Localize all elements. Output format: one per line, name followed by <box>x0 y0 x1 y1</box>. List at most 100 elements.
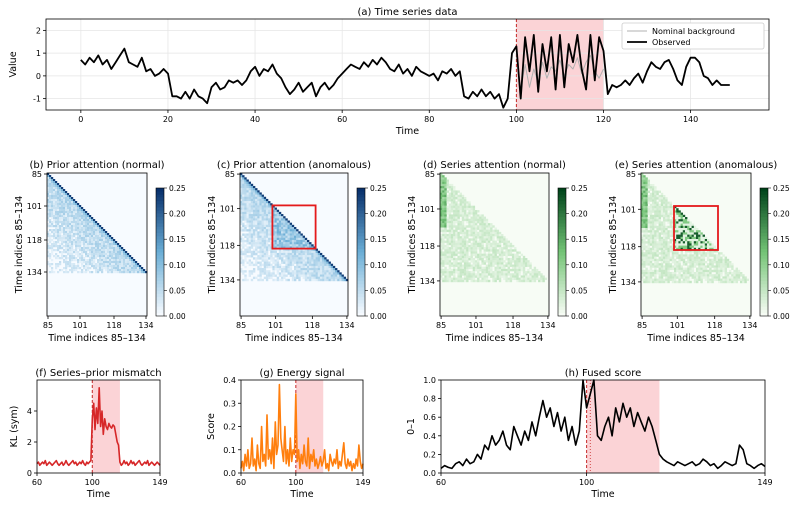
heatmap-cell <box>461 238 465 241</box>
heatmap-cell <box>248 231 251 234</box>
heatmap-cell <box>477 253 480 257</box>
heatmap-cell <box>75 211 78 214</box>
heatmap-cell <box>294 268 297 271</box>
heatmap-cell <box>315 274 318 277</box>
heatmap-cell <box>121 249 124 252</box>
heatmap-cell <box>73 223 76 226</box>
heatmap-cell <box>463 227 467 230</box>
heatmap-cell <box>250 235 254 238</box>
heatmap-cell <box>453 244 456 248</box>
colorbar-step <box>558 312 566 317</box>
heatmap-cell <box>507 279 510 283</box>
heatmap-cell <box>487 262 491 265</box>
heatmap-cell <box>306 244 310 247</box>
heatmap-cell <box>281 274 284 277</box>
heatmap-cell <box>93 237 96 240</box>
heatmap-cell <box>265 257 269 260</box>
heatmap-cell <box>285 246 288 249</box>
heatmap-cell <box>649 280 653 284</box>
heatmap-cell <box>57 187 60 190</box>
heatmap-cell <box>289 239 293 243</box>
heatmap-cell <box>665 239 668 242</box>
heatmap-cell <box>463 240 467 243</box>
heatmap-cell <box>248 235 251 238</box>
colorbar-step <box>760 296 768 301</box>
heatmap-cell <box>696 280 699 284</box>
heatmap-cell <box>252 237 256 241</box>
heatmap-cell <box>496 273 500 276</box>
heatmap-cell <box>645 208 648 211</box>
heatmap-cell <box>252 222 256 226</box>
heatmap-cell <box>81 225 84 228</box>
colorbar-step <box>357 200 365 205</box>
heatmap-cell <box>678 214 681 218</box>
heatmap-cell <box>319 261 323 264</box>
heatmap-cell <box>485 253 489 257</box>
heatmap-cell <box>457 225 460 228</box>
heatmap-cell <box>496 244 500 248</box>
heatmap-cell <box>119 267 122 270</box>
heatmap-cell <box>474 253 478 257</box>
heatmap-cell <box>455 207 458 211</box>
heatmap-cell <box>244 220 247 223</box>
heatmap-cell <box>643 219 646 222</box>
heatmap-cell <box>444 273 447 276</box>
heatmap-cell <box>680 232 683 235</box>
heatmap-cell <box>485 242 489 246</box>
heatmap-cell <box>645 241 648 244</box>
heatmap-cell <box>242 175 245 178</box>
heatmap-cell <box>450 251 454 254</box>
heatmap-cell <box>676 269 679 273</box>
heatmap-cell <box>453 249 456 252</box>
heatmap-cell <box>89 225 92 228</box>
heatmap-cell <box>687 280 690 284</box>
heatmap-cell <box>59 217 62 220</box>
heatmap-cell <box>49 247 52 250</box>
heatmap-cell <box>665 225 668 229</box>
heatmap-cell <box>671 221 675 224</box>
heatmap-cell <box>268 227 271 230</box>
heatmap-cell <box>487 236 491 239</box>
heatmap-cell <box>457 212 460 215</box>
y-tick-label: 0.0 <box>223 469 236 478</box>
heatmap-cell <box>57 265 60 268</box>
heatmap-cell <box>89 233 92 236</box>
heatmap-cell <box>503 273 506 276</box>
heatmap-cell <box>511 268 515 272</box>
heatmap-cell <box>248 188 251 191</box>
heatmap-cell <box>446 251 449 254</box>
heatmap-cell <box>111 261 114 264</box>
heatmap-cell <box>89 247 92 250</box>
heatmap-cell <box>722 276 725 279</box>
heatmap-cell <box>463 266 467 270</box>
heatmap-cell <box>514 253 517 257</box>
heatmap-cell <box>59 247 62 250</box>
heatmap-cell <box>674 223 677 226</box>
heatmap-cell <box>450 262 454 265</box>
heatmap-cell <box>125 269 128 272</box>
heatmap-cell <box>83 215 86 218</box>
heatmap-cell <box>660 263 664 266</box>
heatmap-cell <box>287 227 290 230</box>
heatmap-cell <box>455 277 458 281</box>
heatmap-cell <box>687 228 690 231</box>
heatmap-cell <box>281 242 284 245</box>
heatmap-cell <box>285 252 288 256</box>
heatmap-cell <box>440 173 443 176</box>
heatmap-cell <box>63 199 66 202</box>
heatmap-cell <box>294 278 297 282</box>
heatmap-cell <box>722 280 725 284</box>
heatmap-cell <box>283 239 286 243</box>
heatmap-cell <box>647 197 650 200</box>
heatmap-cell <box>522 279 526 283</box>
heatmap-cell <box>263 246 267 249</box>
heatmap-cell <box>490 234 493 237</box>
heatmap-cell <box>711 243 714 246</box>
heatmap-cell <box>442 196 445 200</box>
heatmap-cell <box>442 234 445 237</box>
heatmap-cell <box>95 267 98 270</box>
heatmap-cell <box>709 243 712 246</box>
colorbar-step <box>156 210 164 214</box>
heatmap-cell <box>691 236 694 240</box>
heatmap-cell <box>69 261 72 264</box>
